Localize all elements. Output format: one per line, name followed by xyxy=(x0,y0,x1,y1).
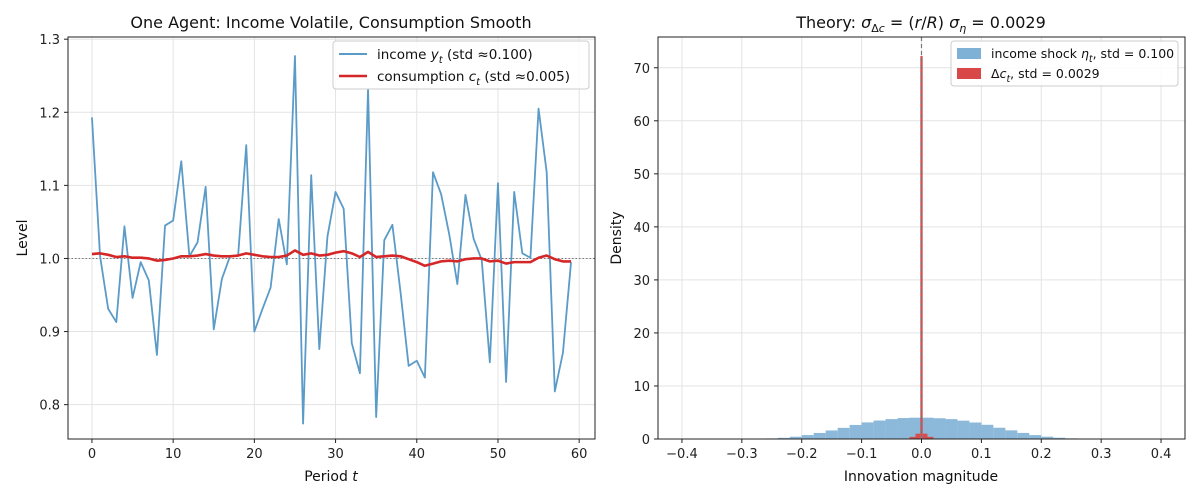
income-shock-bar xyxy=(933,418,946,439)
income-shock-bar xyxy=(849,424,862,439)
right-x-tick-label: 0.4 xyxy=(1151,447,1172,462)
left-y-tick-label: 1.2 xyxy=(39,106,60,121)
left-y-ticks: 0.8 0.9 1.0 1.1 1.2 1.3 xyxy=(39,33,68,414)
income-shock-bar xyxy=(921,417,934,439)
left-y-tick-label: 0.8 xyxy=(39,399,60,414)
left-grid xyxy=(68,37,595,439)
left-x-ticks: 0 10 20 30 40 50 60 xyxy=(88,439,588,462)
legend-income-shock-swatch xyxy=(957,48,981,59)
income-shock-bar xyxy=(825,430,838,439)
right-y-ticks: 0 10 20 30 40 50 60 70 xyxy=(633,62,658,448)
legend-income-shock-label: income shock ηt, std = 0.100 xyxy=(991,46,1174,65)
left-x-tick-label: 20 xyxy=(246,447,263,462)
right-x-tick-label: −0.2 xyxy=(786,447,818,462)
left-y-axis-label: Level xyxy=(15,220,31,257)
right-x-axis-label: Innovation magnitude xyxy=(844,469,998,485)
right-y-tick-label: 40 xyxy=(633,221,650,236)
income-shock-bar xyxy=(981,424,994,439)
income-shock-bar xyxy=(1005,430,1018,439)
left-x-tick-label: 60 xyxy=(571,447,588,462)
right-chart-title: Theory: σΔc = (r/R) ση = 0.0029 xyxy=(795,13,1046,35)
right-y-tick-label: 10 xyxy=(633,380,650,395)
left-x-tick-label: 10 xyxy=(165,447,182,462)
left-x-tick-label: 50 xyxy=(490,447,507,462)
left-chart-title: One Agent: Income Volatile, Consumption … xyxy=(130,13,531,32)
right-y-tick-label: 50 xyxy=(633,168,650,183)
right-y-tick-label: 30 xyxy=(633,274,650,289)
right-y-tick-label: 20 xyxy=(633,327,650,342)
right-plot-area xyxy=(729,37,1114,440)
right-y-tick-label: 60 xyxy=(633,115,650,130)
right-x-ticks: −0.4 −0.3 −0.2 −0.1 0.0 0.1 0.2 0.3 0.4 xyxy=(666,439,1171,462)
consumption-series-line xyxy=(91,249,572,268)
income-shock-bar xyxy=(909,417,922,439)
right-panel: Theory: σΔc = (r/R) ση = 0.0029 −0.4 −0.3… xyxy=(609,13,1186,485)
income-shock-bar xyxy=(861,422,874,439)
left-y-tick-label: 1.1 xyxy=(39,179,60,194)
left-y-tick-label: 0.9 xyxy=(39,326,60,341)
income-shock-bar xyxy=(993,427,1006,439)
income-shock-bar xyxy=(1053,437,1066,439)
left-axes-frame xyxy=(67,36,596,440)
left-y-tick-label: 1.3 xyxy=(39,33,60,48)
right-x-tick-label: 0.3 xyxy=(1091,447,1112,462)
income-shock-bar xyxy=(801,435,814,439)
right-y-tick-label: 0 xyxy=(642,433,650,448)
right-x-tick-label: −0.4 xyxy=(666,447,698,462)
right-y-axis-label: Density xyxy=(609,211,625,264)
right-legend: income shock ηt, std = 0.100 Δct, std = … xyxy=(950,40,1179,87)
right-x-tick-label: −0.1 xyxy=(846,447,878,462)
left-panel: One Agent: Income Volatile, Consumption … xyxy=(15,13,596,485)
left-legend-box xyxy=(332,40,590,90)
delta-c-bar xyxy=(922,433,928,439)
income-shock-bar xyxy=(837,427,850,439)
legend-delta-c-swatch xyxy=(957,68,981,79)
right-y-tick-label: 70 xyxy=(633,62,650,77)
income-shock-bar xyxy=(1041,436,1054,439)
right-x-tick-label: 0.1 xyxy=(971,447,992,462)
income-shock-bar xyxy=(957,420,970,439)
income-shock-bar xyxy=(945,419,958,439)
income-shock-bar xyxy=(885,419,898,439)
income-shock-bar xyxy=(777,437,790,439)
income-shock-bar xyxy=(813,432,826,439)
income-shock-bar xyxy=(1029,435,1042,439)
income-shock-bar xyxy=(897,418,910,439)
right-x-tick-label: 0.2 xyxy=(1031,447,1052,462)
legend-income-label: income yt (std ≈0.100) xyxy=(377,47,533,66)
left-x-tick-label: 40 xyxy=(408,447,425,462)
right-legend-box xyxy=(950,40,1179,87)
right-x-tick-label: 0.0 xyxy=(911,447,932,462)
income-shock-bar xyxy=(1017,432,1030,439)
right-x-tick-label: −0.3 xyxy=(726,447,758,462)
income-shock-bar xyxy=(873,420,886,439)
delta-c-bar xyxy=(915,433,921,439)
legend-consumption-label: consumption ct (std ≈0.005) xyxy=(377,69,570,88)
income-shock-bar xyxy=(789,436,802,439)
left-x-tick-label: 0 xyxy=(88,447,96,462)
delta-c-bar xyxy=(927,436,934,439)
left-y-tick-label: 1.0 xyxy=(39,252,60,267)
income-series-line xyxy=(91,55,572,425)
delta-c-bar xyxy=(909,436,916,439)
left-x-tick-label: 30 xyxy=(327,447,344,462)
left-x-axis-label: Period t xyxy=(304,469,358,485)
income-shock-bar xyxy=(969,422,982,439)
legend-delta-c-label: Δct, std = 0.0029 xyxy=(991,66,1100,85)
left-plot-area xyxy=(68,55,595,425)
left-legend: income yt (std ≈0.100) consumption ct (s… xyxy=(332,40,590,90)
